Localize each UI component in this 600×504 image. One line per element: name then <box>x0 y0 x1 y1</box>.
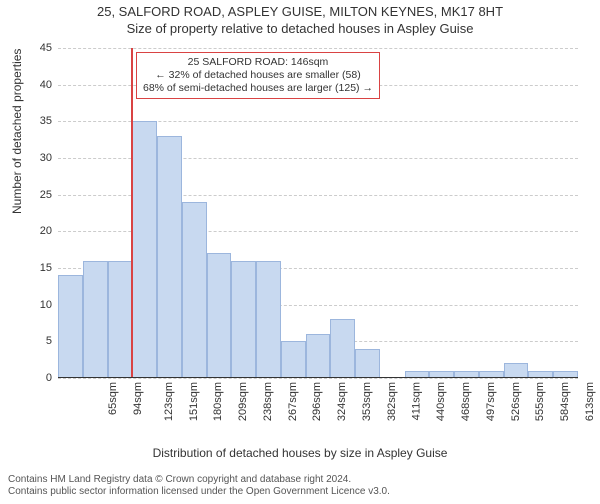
gridline <box>58 378 578 379</box>
y-tick-label: 15 <box>28 262 58 274</box>
y-axis-label: Number of detached properties <box>10 49 24 214</box>
annotation-line: 68% of semi-detached houses are larger (… <box>143 82 373 95</box>
y-tick-label: 10 <box>28 299 58 311</box>
marker-line <box>131 48 133 378</box>
y-tick-label: 45 <box>28 42 58 54</box>
y-tick-label: 30 <box>28 152 58 164</box>
histogram-bar <box>231 261 256 378</box>
chart-title-line1: 25, SALFORD ROAD, ASPLEY GUISE, MILTON K… <box>0 4 600 19</box>
histogram-bar <box>207 253 232 378</box>
footer-line2: Contains public sector information licen… <box>8 486 390 498</box>
x-tick-label: 468sqm <box>460 382 472 421</box>
x-tick-label: 497sqm <box>485 382 497 421</box>
histogram-bar <box>330 319 355 378</box>
x-tick-label: 411sqm <box>410 382 422 420</box>
x-tick-label: 151sqm <box>188 382 200 421</box>
histogram-bar <box>281 341 306 378</box>
histogram-bar <box>83 261 108 378</box>
x-tick-label: 238sqm <box>262 382 274 421</box>
x-tick-label: 555sqm <box>534 382 546 421</box>
x-tick-label: 324sqm <box>336 382 348 421</box>
footer-attribution: Contains HM Land Registry data © Crown c… <box>8 474 390 498</box>
histogram-bar <box>182 202 207 378</box>
footer-line1: Contains HM Land Registry data © Crown c… <box>8 474 390 486</box>
annotation-line: 25 SALFORD ROAD: 146sqm <box>143 56 373 69</box>
x-tick-label: 267sqm <box>287 382 299 421</box>
histogram-bar <box>355 349 380 378</box>
histogram-bar <box>157 136 182 378</box>
x-tick-label: 526sqm <box>510 382 522 421</box>
histogram-bar <box>132 121 157 378</box>
y-tick-label: 25 <box>28 189 58 201</box>
x-axis-label: Distribution of detached houses by size … <box>0 446 600 460</box>
histogram-bar <box>256 261 281 378</box>
histogram-bar <box>306 334 331 378</box>
annotation-box: 25 SALFORD ROAD: 146sqm← 32% of detached… <box>136 52 380 99</box>
plot-area: 05101520253035404565sqm94sqm123sqm151sqm… <box>58 48 578 378</box>
x-tick-label: 584sqm <box>559 382 571 421</box>
gridline <box>58 48 578 49</box>
histogram-bar <box>58 275 83 378</box>
histogram-bar <box>504 363 529 378</box>
y-tick-label: 20 <box>28 225 58 237</box>
x-tick-label: 65sqm <box>107 382 119 415</box>
annotation-line: ← 32% of detached houses are smaller (58… <box>143 69 373 82</box>
y-tick-label: 5 <box>28 335 58 347</box>
chart-title-line2: Size of property relative to detached ho… <box>0 21 600 36</box>
x-tick-label: 180sqm <box>213 382 225 421</box>
x-tick-label: 440sqm <box>435 382 447 421</box>
x-tick-label: 353sqm <box>361 382 373 421</box>
x-tick-label: 209sqm <box>237 382 249 421</box>
y-tick-label: 40 <box>28 79 58 91</box>
x-tick-label: 94sqm <box>132 382 144 415</box>
histogram-bar <box>108 261 133 378</box>
x-axis-line <box>58 377 578 378</box>
x-tick-label: 613sqm <box>584 382 596 421</box>
y-tick-label: 35 <box>28 115 58 127</box>
x-tick-label: 382sqm <box>386 382 398 421</box>
chart-area: 05101520253035404565sqm94sqm123sqm151sqm… <box>58 48 578 378</box>
x-tick-label: 296sqm <box>312 382 324 421</box>
y-tick-label: 0 <box>28 372 58 384</box>
x-tick-label: 123sqm <box>163 382 175 421</box>
